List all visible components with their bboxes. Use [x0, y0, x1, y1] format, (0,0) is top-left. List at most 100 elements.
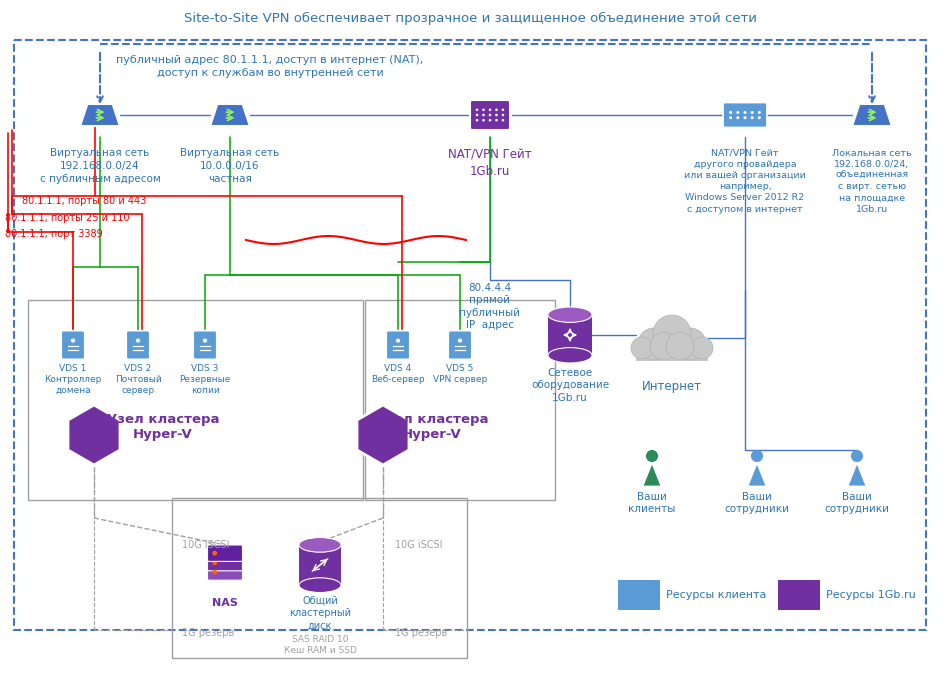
Text: VDS 2
Почтовый
сервер: VDS 2 Почтовый сервер [115, 364, 161, 395]
Circle shape [482, 108, 485, 111]
Text: Ваши
сотрудники: Ваши сотрудники [824, 492, 889, 513]
Polygon shape [644, 465, 660, 486]
Ellipse shape [548, 347, 592, 363]
Circle shape [502, 114, 505, 116]
Text: Узел кластера
Hyper-V: Узел кластера Hyper-V [107, 413, 220, 441]
Circle shape [482, 114, 485, 116]
FancyBboxPatch shape [470, 100, 510, 130]
Circle shape [212, 560, 217, 565]
Text: Виртуальная сеть
192.168.0.0/24
с публичным адресом: Виртуальная сеть 192.168.0.0/24 с публич… [40, 148, 160, 184]
Circle shape [482, 119, 485, 122]
Text: 1G резерв: 1G резерв [182, 628, 234, 638]
Text: Общий
кластерный
диск: Общий кластерный диск [289, 596, 351, 631]
Circle shape [736, 116, 739, 119]
Text: 80.1.1.1, порты 25 и 110: 80.1.1.1, порты 25 и 110 [5, 213, 129, 223]
Circle shape [631, 337, 653, 359]
Circle shape [502, 108, 505, 111]
Circle shape [71, 338, 75, 343]
Circle shape [751, 111, 753, 114]
FancyBboxPatch shape [207, 564, 242, 580]
Circle shape [751, 450, 763, 462]
Circle shape [495, 119, 498, 122]
Text: VDS 3
Резервные
копии: VDS 3 Резервные копии [179, 364, 231, 395]
Text: VDS 1
Контроллер
домена: VDS 1 Контроллер домена [44, 364, 102, 395]
Text: Узел кластера
Hyper-V: Узел кластера Hyper-V [375, 413, 488, 441]
Circle shape [488, 119, 491, 122]
Text: Сетевое
оборудование
1Gb.ru: Сетевое оборудование 1Gb.ru [531, 368, 609, 403]
Text: VDS 4
Веб-сервер: VDS 4 Веб-сервер [372, 364, 424, 384]
Circle shape [502, 119, 505, 122]
Circle shape [495, 114, 498, 116]
Text: Интернет: Интернет [642, 380, 702, 393]
Text: VDS 5
VPN сервер: VDS 5 VPN сервер [433, 364, 488, 384]
Polygon shape [749, 465, 766, 486]
Ellipse shape [299, 578, 341, 592]
Polygon shape [849, 465, 866, 486]
FancyBboxPatch shape [723, 102, 767, 127]
Polygon shape [68, 405, 120, 465]
Circle shape [758, 111, 761, 114]
Polygon shape [357, 405, 409, 465]
FancyBboxPatch shape [126, 330, 150, 359]
Circle shape [729, 111, 732, 114]
Text: Ваши
сотрудники: Ваши сотрудники [724, 492, 789, 513]
Circle shape [136, 338, 141, 343]
FancyBboxPatch shape [778, 580, 820, 610]
Text: NAT/VPN Гейт
1Gb.ru: NAT/VPN Гейт 1Gb.ru [448, 149, 532, 178]
Circle shape [488, 114, 491, 116]
Bar [548, 315, 592, 355]
Text: Ресурсы 1Gb.ru: Ресурсы 1Gb.ru [826, 590, 916, 600]
Circle shape [475, 108, 478, 111]
Text: 80.4.4.4
прямой
публичный
IP  адрес: 80.4.4.4 прямой публичный IP адрес [459, 283, 521, 330]
Text: Виртуальная сеть
10.0.0.0/16
частная: Виртуальная сеть 10.0.0.0/16 частная [180, 148, 280, 184]
Circle shape [758, 116, 761, 119]
Circle shape [851, 450, 863, 462]
Circle shape [457, 338, 462, 343]
Text: NAT/VPN Гейт
другого провайдера
или вашей организации
например,
Windows Server 2: NAT/VPN Гейт другого провайдера или ваше… [684, 149, 806, 213]
Ellipse shape [548, 307, 592, 322]
FancyBboxPatch shape [193, 330, 217, 359]
Text: 10G iSCSI: 10G iSCSI [182, 540, 229, 550]
Bar [636, 343, 708, 361]
Text: 1G резерв: 1G резерв [395, 628, 447, 638]
FancyBboxPatch shape [448, 330, 472, 359]
Circle shape [729, 116, 732, 119]
Circle shape [475, 119, 478, 122]
Circle shape [743, 116, 747, 119]
Circle shape [691, 337, 713, 359]
Circle shape [653, 315, 691, 353]
FancyBboxPatch shape [207, 555, 242, 571]
Text: Ваши
клиенты: Ваши клиенты [628, 492, 676, 513]
Circle shape [736, 111, 739, 114]
Circle shape [475, 114, 478, 116]
Text: Site-to-Site VPN обеспечивает прозрачное и защищенное объединение этой сети: Site-to-Site VPN обеспечивает прозрачное… [184, 12, 756, 25]
Circle shape [488, 108, 491, 111]
Circle shape [674, 328, 706, 360]
Text: Локальная сеть
192.168.0.0/24,
объединенная
с вирт. сетью
на площадке
1Gb.ru: Локальная сеть 192.168.0.0/24, объединен… [832, 149, 912, 213]
Circle shape [203, 338, 207, 343]
Text: 80.1.1.1, порты 80 и 443: 80.1.1.1, порты 80 и 443 [22, 196, 146, 206]
Polygon shape [210, 104, 250, 126]
FancyBboxPatch shape [61, 330, 85, 359]
Circle shape [650, 332, 678, 360]
Text: 80.1.1.1, порт 3389: 80.1.1.1, порт 3389 [5, 229, 103, 239]
Polygon shape [852, 104, 892, 126]
Circle shape [395, 338, 401, 343]
Text: NAS: NAS [212, 598, 238, 608]
FancyBboxPatch shape [387, 330, 410, 359]
Circle shape [646, 450, 658, 462]
Polygon shape [80, 104, 120, 126]
Circle shape [212, 551, 217, 556]
FancyBboxPatch shape [207, 545, 242, 561]
Bar [299, 545, 341, 585]
Circle shape [638, 328, 670, 360]
Circle shape [212, 569, 217, 575]
Text: SAS RAID 10
Кеш RAM и SSD: SAS RAID 10 Кеш RAM и SSD [284, 635, 356, 655]
Text: Ресурсы клиента: Ресурсы клиента [666, 590, 767, 600]
Text: публичный адрес 80.1.1.1, доступ в интернет (NAT),
доступ к службам во внутренне: публичный адрес 80.1.1.1, доступ в интер… [116, 55, 423, 78]
Circle shape [743, 111, 747, 114]
Circle shape [751, 116, 753, 119]
Circle shape [666, 332, 694, 360]
FancyBboxPatch shape [618, 580, 660, 610]
Ellipse shape [299, 538, 341, 553]
